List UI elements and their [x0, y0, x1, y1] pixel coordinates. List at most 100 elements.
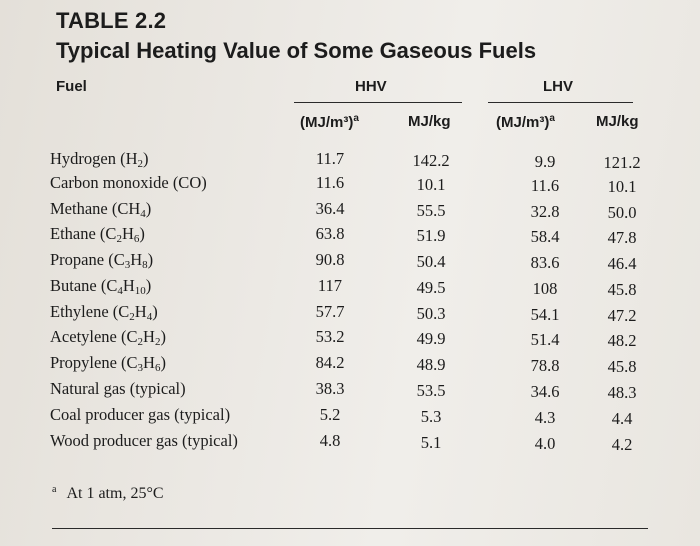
hhv-vol-value: 117 — [317, 276, 343, 295]
fuel-name-text: Propane (C — [50, 250, 125, 269]
formula-subscript: 2 — [137, 336, 144, 348]
formula-close: ) — [145, 199, 152, 218]
hhv-vol-value: 90.8 — [315, 250, 345, 269]
lhv-mass-value: 48.2 — [607, 331, 637, 350]
hhv-mass-value: 55.5 — [416, 201, 446, 220]
formula-subscript: 3 — [124, 259, 131, 271]
lhv-vol-value: 4.3 — [534, 408, 556, 427]
lhv-group-rule — [488, 102, 633, 103]
lhv-vol-value: 108 — [532, 279, 558, 298]
lhv-vol-value: 78.8 — [530, 356, 560, 375]
table-row: Butane (C4H10) 117 49.5 108 45.8 — [0, 276, 700, 300]
fuel-name-text: Coal producer gas (typical) — [50, 405, 231, 424]
fuel-name-text: Methane (CH — [50, 199, 141, 218]
formula-subscript: 2 — [137, 158, 144, 170]
hhv-mass-value: 142.2 — [412, 151, 450, 170]
formula-element: H — [130, 250, 143, 269]
fuel-name-text: Acetylene (C — [50, 327, 138, 346]
hhv-mass-value: 50.4 — [416, 252, 446, 271]
formula-subscript: 2 — [154, 336, 161, 348]
formula-subscript: 8 — [142, 259, 148, 271]
lhv-vol-value: 9.9 — [534, 152, 556, 171]
hhv-vol-value: 11.7 — [315, 149, 345, 168]
fuel-name-text: Natural gas (typical) — [50, 379, 186, 398]
lhv-vol-value: 54.1 — [530, 305, 560, 324]
fuel-column-header: Fuel — [56, 78, 87, 95]
footnote-text: At 1 atm, 25°C — [66, 485, 164, 502]
lhv-vol-value: 58.4 — [530, 227, 560, 246]
hhv-volume-unit-header: (MJ/m³)a — [300, 113, 359, 131]
hhv-mass-value: 53.5 — [416, 381, 446, 400]
lhv-vol-value: 51.4 — [530, 330, 560, 349]
fuel-name-text: Carbon monoxide (CO) — [50, 173, 207, 192]
formula-close: ) — [152, 302, 158, 321]
lhv-vol-value: 4.0 — [534, 434, 556, 453]
fuel-name: Propylene (C3H6) — [50, 353, 166, 374]
hhv-mass-value: 49.5 — [416, 278, 446, 297]
fuel-name: Methane (CH4) — [50, 199, 152, 220]
formula-subscript: 10 — [134, 285, 146, 297]
lhv-mass-value: 45.8 — [607, 280, 637, 299]
fuel-name-text: Propylene (C — [50, 353, 138, 372]
table-row: Coal producer gas (typical) 5.2 5.3 4.3 4.4 — [0, 405, 700, 429]
hhv-mass-value: 50.3 — [416, 304, 446, 323]
lhv-mass-value: 46.4 — [607, 254, 637, 273]
hhv-mass-value: 5.1 — [420, 433, 442, 452]
formula-subscript: 6 — [154, 362, 161, 374]
table-row: Ethane (C2H6) 63.8 51.9 58.4 47.8 — [0, 224, 700, 248]
fuel-name: Ethane (C2H6) — [50, 224, 145, 245]
hhv-group-header: HHV — [355, 78, 387, 95]
hhv-volume-footnote-mark: a — [353, 113, 359, 124]
fuel-name-text: Ethylene (C — [50, 302, 130, 321]
table-row: Methane (CH4) 36.4 55.5 32.8 50.0 — [0, 199, 700, 223]
fuel-name: Hydrogen (H2) — [50, 149, 149, 170]
formula-close: ) — [160, 353, 166, 372]
formula-subscript: 2 — [129, 311, 135, 323]
table-row: Hydrogen (H2) 11.7 142.2 9.9 121.2 — [0, 149, 700, 173]
formula-subscript: 4 — [140, 208, 146, 220]
fuel-name: Propane (C3H8) — [50, 250, 154, 271]
formula-subscript: 3 — [137, 362, 144, 374]
hhv-vol-value: 5.2 — [319, 405, 341, 424]
formula-element: H — [121, 224, 134, 243]
table-row: Wood producer gas (typical) 4.8 5.1 4.0 4.2 — [0, 431, 700, 455]
formula-subscript: 4 — [117, 285, 123, 297]
hhv-vol-value: 38.3 — [315, 379, 345, 398]
lhv-volume-unit-text: (MJ/m³) — [496, 114, 550, 131]
lhv-vol-value: 83.6 — [530, 253, 560, 272]
hhv-vol-value: 63.8 — [315, 224, 345, 243]
lhv-volume-unit-header: (MJ/m³)a — [496, 113, 555, 131]
formula-close: ) — [160, 327, 166, 346]
lhv-mass-value: 47.2 — [607, 306, 637, 325]
fuel-name: Coal producer gas (typical) — [50, 405, 230, 425]
hhv-vol-value: 57.7 — [315, 302, 345, 321]
formula-subscript: 2 — [116, 233, 122, 245]
formula-subscript: 4 — [146, 311, 153, 323]
hhv-vol-value: 53.2 — [315, 327, 345, 346]
formula-close: ) — [139, 224, 145, 243]
footnote: a At 1 atm, 25°C — [52, 484, 164, 503]
formula-subscript: 6 — [133, 233, 140, 245]
lhv-mass-value: 4.2 — [611, 435, 633, 454]
hhv-mass-value: 10.1 — [416, 175, 446, 194]
lhv-mass-value: 121.2 — [603, 153, 641, 172]
lhv-group-header: LHV — [543, 78, 573, 95]
hhv-mass-unit-header: MJ/kg — [408, 113, 451, 130]
hhv-mass-value: 5.3 — [420, 407, 442, 426]
fuel-name: Butane (C4H10) — [50, 276, 151, 297]
lhv-mass-value: 50.0 — [607, 203, 637, 222]
fuel-name: Ethylene (C2H4) — [50, 302, 158, 323]
hhv-volume-unit-text: (MJ/m³) — [300, 114, 354, 131]
hhv-vol-value: 36.4 — [315, 199, 345, 218]
hhv-group-rule — [294, 102, 462, 103]
lhv-mass-unit-header: MJ/kg — [596, 113, 639, 130]
lhv-mass-value: 45.8 — [607, 357, 637, 376]
hhv-mass-value: 48.9 — [416, 355, 446, 374]
formula-element: H — [143, 327, 155, 346]
fuel-name: Acetylene (C2H2) — [50, 327, 166, 348]
formula-close: ) — [147, 250, 154, 269]
hhv-vol-value: 11.6 — [315, 173, 345, 192]
table-row: Propane (C3H8) 90.8 50.4 83.6 46.4 — [0, 250, 700, 274]
hhv-mass-value: 51.9 — [416, 226, 446, 245]
